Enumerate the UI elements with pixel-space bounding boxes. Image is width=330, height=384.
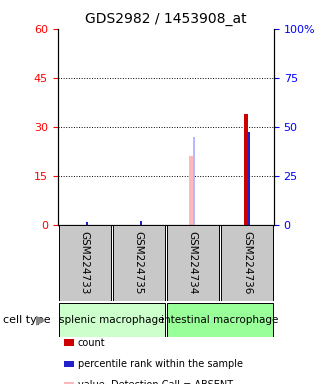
Bar [167,303,273,337]
Text: intestinal macrophage: intestinal macrophage [161,315,279,325]
Text: GSM224736: GSM224736 [242,231,252,295]
Bar [244,114,248,225]
Bar [59,303,165,337]
Title: GDS2982 / 1453908_at: GDS2982 / 1453908_at [85,12,247,26]
Bar [248,132,250,225]
Bar [86,222,87,225]
Bar [221,225,273,301]
Text: GSM224735: GSM224735 [134,231,144,295]
Text: ▶: ▶ [36,313,46,326]
Text: GSM224734: GSM224734 [188,231,198,295]
Text: percentile rank within the sample: percentile rank within the sample [78,359,243,369]
Bar [59,225,111,301]
Bar [167,225,219,301]
Text: count: count [78,338,105,348]
Bar [140,221,142,225]
Text: value, Detection Call = ABSENT: value, Detection Call = ABSENT [78,380,233,384]
Text: splenic macrophage: splenic macrophage [59,315,165,325]
Text: cell type: cell type [3,315,51,325]
Bar [189,156,194,225]
Bar [193,137,195,225]
Text: GSM224733: GSM224733 [80,231,90,295]
Bar [113,225,165,301]
